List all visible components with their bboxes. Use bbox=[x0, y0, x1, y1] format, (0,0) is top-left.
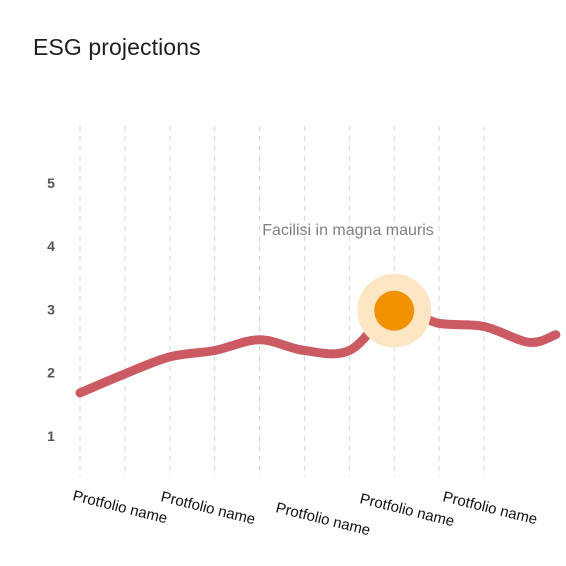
annotation-layer: Facilisi in magna mauris bbox=[262, 222, 434, 348]
series-line bbox=[75, 305, 561, 398]
series-layer bbox=[75, 305, 561, 398]
y-tick-label: 4 bbox=[47, 238, 55, 254]
y-axis-ticks: 1 2 3 4 5 bbox=[47, 175, 55, 444]
y-tick-label: 5 bbox=[47, 175, 55, 191]
x-tick-label: Protfolio name bbox=[274, 499, 372, 539]
x-tick-label: Protfolio name bbox=[358, 490, 456, 530]
annotation-label: Facilisi in magna mauris bbox=[262, 222, 434, 239]
x-tick-label: Protfolio name bbox=[441, 488, 539, 528]
x-tick-label: Protfolio name bbox=[159, 488, 257, 528]
y-tick-label: 3 bbox=[47, 301, 55, 317]
grid-lines bbox=[79, 126, 485, 477]
y-tick-label: 1 bbox=[47, 428, 55, 444]
x-tick-label: Protfolio name bbox=[71, 487, 169, 527]
y-tick-label: 2 bbox=[47, 365, 55, 381]
chart-title: ESG projections bbox=[33, 34, 201, 60]
highlight-point[interactable] bbox=[374, 290, 415, 331]
